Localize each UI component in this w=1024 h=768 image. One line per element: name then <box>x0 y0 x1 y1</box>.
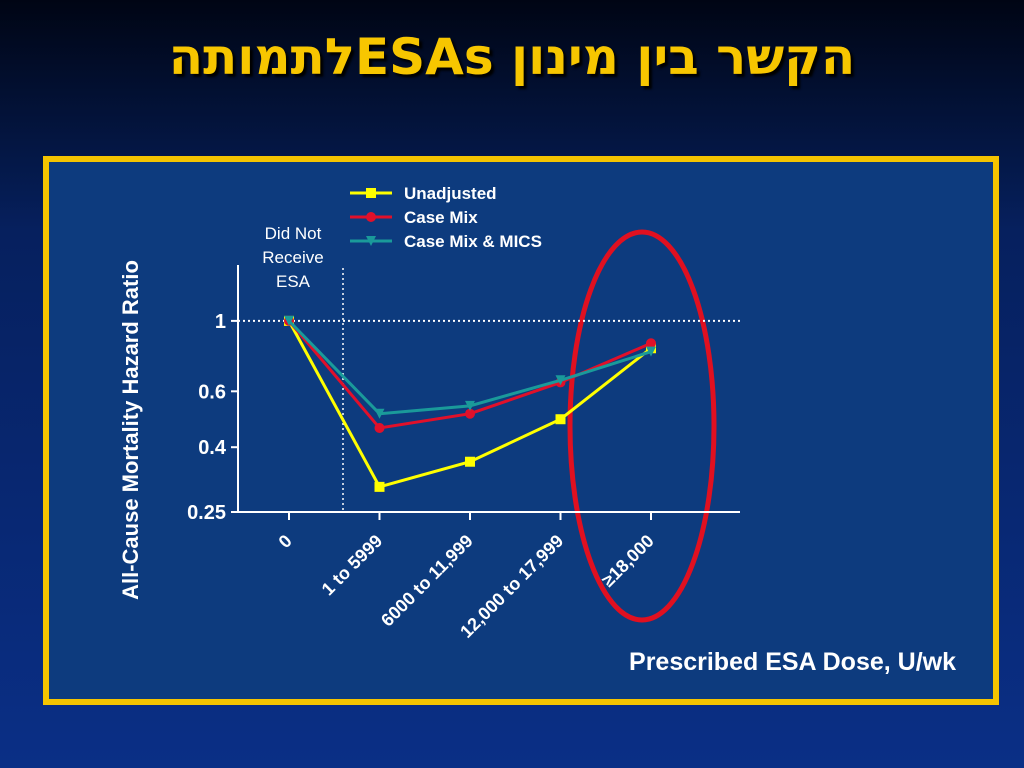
marker <box>374 422 385 433</box>
y-axis-label: All-Cause Mortality Hazard Ratio <box>118 260 143 600</box>
marker <box>465 408 475 419</box>
annotation: Did Not <box>265 224 322 243</box>
y-tick-label: 0.25 <box>187 502 226 524</box>
marker <box>465 456 475 467</box>
marker <box>555 414 566 425</box>
y-tick-label: 1 <box>215 311 226 333</box>
marker <box>374 481 385 492</box>
marker <box>374 408 385 419</box>
marker <box>555 375 566 386</box>
marker <box>366 188 376 198</box>
legend-label: Unadjusted <box>404 184 497 203</box>
marker <box>465 400 475 411</box>
slide-title: הקשר בין מינון ESAsלתמותה <box>168 28 856 86</box>
chart-panel <box>43 156 999 705</box>
legend-label: Case Mix & MICS <box>404 232 542 251</box>
annotation: Receive <box>262 248 323 267</box>
marker <box>366 236 376 246</box>
y-tick-label: 0.4 <box>198 437 227 459</box>
marker <box>366 212 376 222</box>
x-axis-label: Prescribed ESA Dose, U/wk <box>629 648 956 676</box>
marker <box>284 315 294 326</box>
annotation: ESA <box>276 272 311 291</box>
highlight-ellipse <box>567 229 717 623</box>
marker <box>646 338 656 349</box>
y-tick-label: 0.6 <box>198 381 226 403</box>
legend-label: Case Mix <box>404 208 478 227</box>
marker <box>646 346 656 357</box>
